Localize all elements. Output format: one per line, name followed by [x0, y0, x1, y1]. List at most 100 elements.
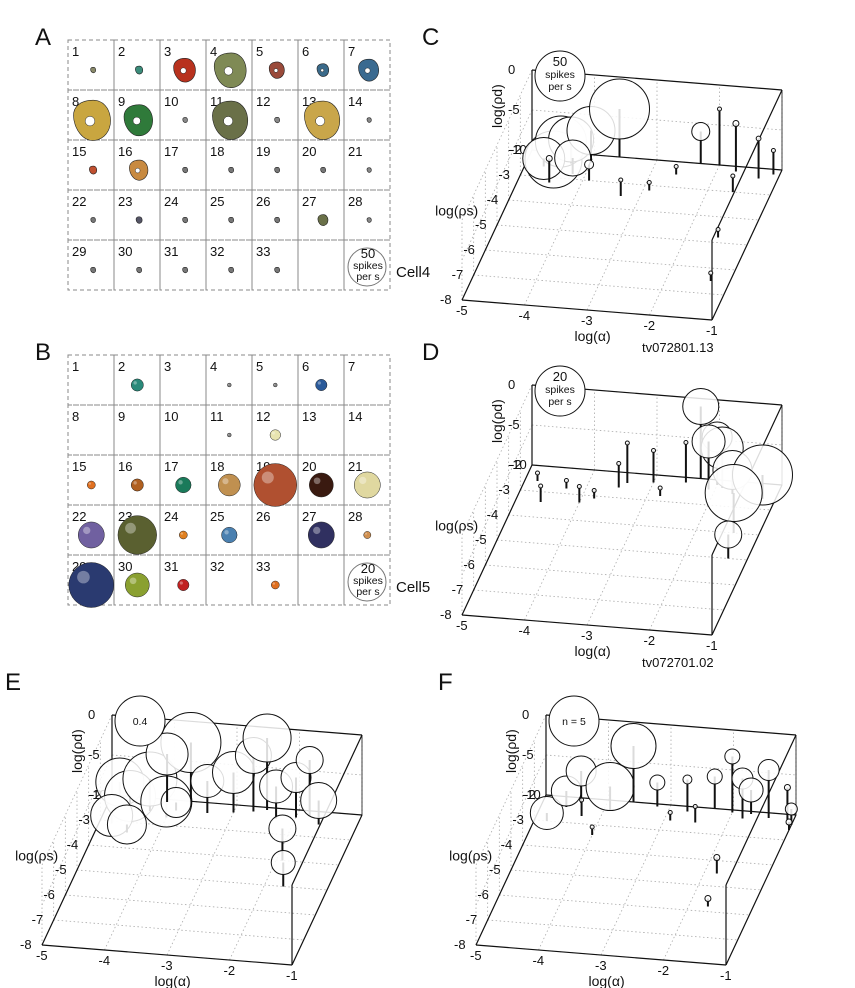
plot-3d-E: -5 -4 -3 -2 -1-2-3-4-5-6-7-80-5-10log(α)log(…	[15, 695, 363, 988]
grid-number: 5	[256, 359, 263, 374]
grid-number: 3	[164, 359, 171, 374]
sphere	[130, 478, 144, 492]
axis-line	[711, 484, 783, 636]
sphere-highlight	[271, 431, 275, 435]
bubble	[708, 270, 714, 276]
z-axis-label: log(ρd)	[503, 729, 519, 773]
z-tick-label: 0	[508, 62, 515, 77]
sphere-highlight	[317, 381, 321, 385]
sphere-highlight	[88, 482, 92, 485]
neuron-shape	[135, 65, 144, 75]
grid-number: 23	[118, 194, 132, 209]
grid-number: 25	[210, 194, 224, 209]
sphere	[218, 473, 241, 497]
neuron-shape	[228, 166, 234, 174]
cell-label: Cell4	[396, 264, 430, 281]
z-tick-label: 0	[508, 377, 515, 392]
bubble	[554, 139, 592, 177]
bubble	[732, 120, 740, 127]
grid-line	[524, 469, 595, 621]
sphere-highlight	[274, 383, 276, 385]
grid-number: 2	[118, 359, 125, 374]
sphere	[363, 531, 372, 539]
bubble	[242, 713, 292, 763]
axis-line	[711, 169, 783, 321]
neuron-shape	[366, 117, 372, 123]
bubble	[682, 388, 720, 425]
y-tick-label: -7	[452, 582, 464, 597]
grid-number: 13	[302, 409, 316, 424]
cell-label: Cell5	[396, 579, 430, 596]
grid-number: 14	[348, 94, 362, 109]
grid-number: 30	[118, 559, 132, 574]
x-tick-label: -2	[644, 318, 656, 333]
legend-text: per s	[548, 396, 571, 408]
grid-number: 25	[210, 509, 224, 524]
bubble	[785, 818, 793, 826]
grid-number: 4	[210, 359, 217, 374]
bubble	[673, 164, 679, 169]
axis-line	[461, 299, 713, 321]
grid-number: 19	[256, 144, 270, 159]
bubble	[624, 440, 630, 446]
neuron-shape	[274, 166, 280, 174]
sphere	[175, 476, 192, 494]
y-tick-label: -3	[498, 482, 510, 497]
axis-line	[461, 614, 713, 636]
sphere	[87, 480, 96, 490]
x-tick-label: -5	[470, 948, 482, 963]
sphere-highlight	[359, 476, 367, 485]
grid-cell	[205, 239, 253, 291]
bubble	[584, 159, 595, 170]
bubble	[589, 78, 650, 140]
legend-text: per s	[356, 271, 379, 283]
sphere-highlight	[228, 433, 230, 435]
z-axis-label: log(ρd)	[489, 399, 505, 443]
legend-text: spikes	[545, 384, 575, 396]
grid-number: 28	[348, 194, 362, 209]
bubble	[145, 732, 189, 776]
bubble	[646, 180, 652, 185]
grid-line	[545, 754, 797, 776]
grid-number: 17	[164, 144, 178, 159]
sphere	[308, 521, 335, 549]
grid-number: 31	[164, 559, 178, 574]
grid-number: 20	[302, 144, 316, 159]
y-tick-label: -8	[454, 937, 466, 952]
legend-bubble	[534, 50, 586, 102]
plot-3d-D: -5 -4 -3 -2 -1-2-3-4-5-6-7-80-5-10log(α)log(…	[435, 365, 793, 670]
grid-number: 32	[210, 244, 224, 259]
bubble	[591, 488, 597, 493]
grid-line	[508, 199, 759, 221]
y-tick-label: -5	[55, 862, 67, 877]
grid-number: 24	[164, 194, 178, 209]
axis-line	[291, 814, 363, 966]
grid-number: 15	[72, 144, 86, 159]
bubble	[713, 854, 721, 861]
grid-cell	[205, 554, 253, 606]
grid-number: 33	[256, 244, 270, 259]
grid-cell	[251, 554, 299, 606]
grid-number: 9	[118, 409, 125, 424]
legend-circle	[347, 247, 387, 287]
x-axis-label: log(α)	[575, 328, 611, 344]
bubble	[270, 850, 296, 875]
panel-label-A: A	[35, 24, 51, 51]
legend-text: per s	[356, 586, 379, 598]
neuron-shape	[366, 167, 372, 173]
grid-number: 9	[118, 94, 125, 109]
legend-text: spikes	[353, 260, 383, 272]
grid-line	[510, 869, 762, 891]
legend-text: n = 5	[562, 716, 586, 728]
axis-line	[41, 944, 293, 966]
grid-line	[499, 894, 750, 916]
grid-number: 5	[256, 44, 263, 59]
bubble	[589, 824, 595, 830]
grid-number: 27	[302, 509, 316, 524]
z-tick-label: -10	[508, 142, 527, 157]
z-tick-label: -5	[508, 102, 520, 117]
grid-number: 27	[302, 194, 316, 209]
sphere	[354, 471, 381, 499]
